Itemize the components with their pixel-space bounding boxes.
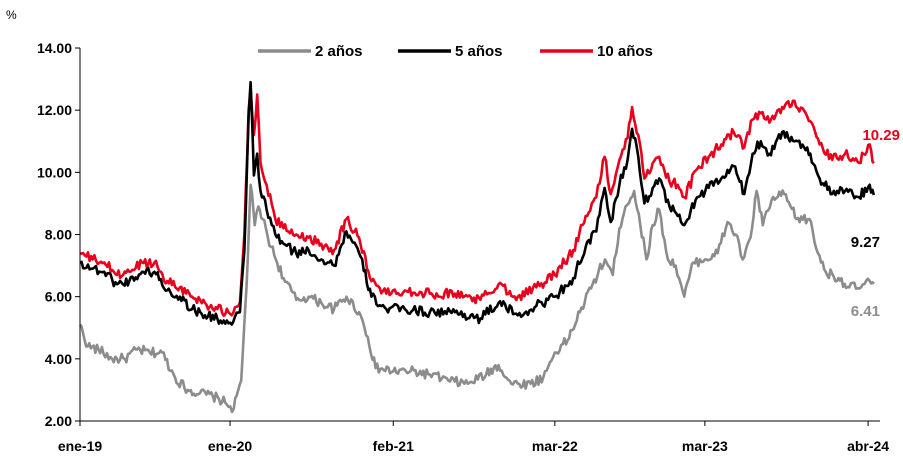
end-value-labels: 6.41 9.27 10.29 [851,127,900,320]
x-tick-label: feb-21 [373,438,414,454]
series-line-3 [79,87,875,318]
y-tick-label: 6.00 [45,289,72,305]
x-tick-label: mar-22 [532,438,578,454]
legend-label: 10 años [597,43,653,60]
x-tick-label: abr-24 [847,438,889,454]
y-tick-label: 10.00 [37,164,72,180]
legend-label: 5 años [455,43,503,60]
x-tick-label: mar-23 [682,438,728,454]
series-line-1 [78,183,875,414]
end-value-label: 10.29 [862,127,900,144]
legend: 2 años 5 años 10 años [258,43,653,60]
y-tick-label: 2.00 [45,413,72,429]
y-axis-unit: % [6,8,17,22]
end-value-label: 9.27 [851,234,880,251]
legend-label: 2 años [315,43,363,60]
y-tick-label: 4.00 [45,351,72,367]
x-axis-ticks: ene-19 ene-20 feb-21 mar-22 mar-23 abr-24 [58,421,889,454]
x-tick-label: ene-19 [58,438,103,454]
y-tick-label: 8.00 [45,227,72,243]
series-line-2 [79,80,876,326]
x-tick-label: ene-20 [208,438,253,454]
series-lines [78,80,876,414]
y-tick-label: 14.00 [37,40,72,56]
y-axis-ticks: 2.00 4.00 6.00 8.00 10.00 12.00 14.00 [37,40,80,429]
end-value-label: 6.41 [851,303,880,320]
y-tick-label: 12.00 [37,102,72,118]
